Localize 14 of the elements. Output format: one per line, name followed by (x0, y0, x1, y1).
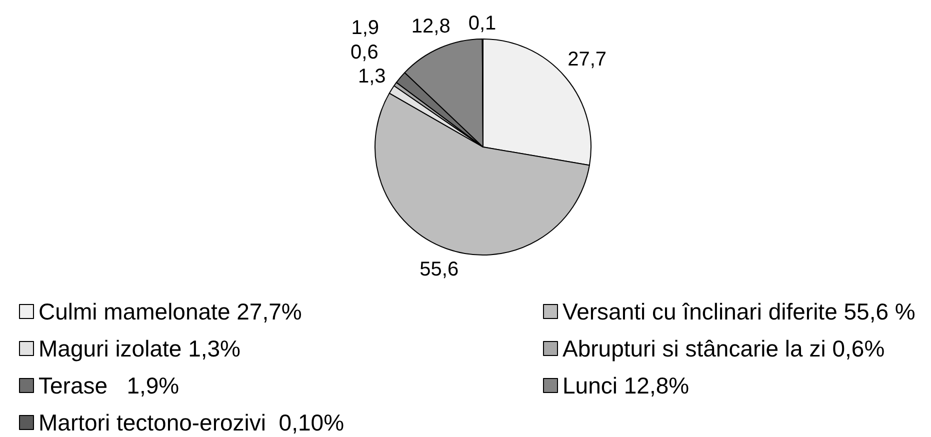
data-label: 1,3 (358, 66, 386, 88)
data-label: 0,1 (468, 12, 496, 34)
legend-label: Lunci 12,8% (562, 372, 690, 398)
legend-label: Abrupturi si stâncarie la zi 0,6% (562, 336, 885, 362)
data-label: 1,9 (351, 17, 380, 40)
data-label: 12,8 (411, 16, 450, 38)
legend-label: Maguri izolate 1,3% (38, 336, 240, 362)
data-label: 27,7 (568, 48, 607, 71)
data-label: 0,6 (350, 42, 378, 64)
legend-label: Culmi mamelonate 27,7% (38, 298, 302, 324)
legend-label: Terase 1,9% (38, 372, 180, 398)
legend-label: Martori tectono-erozivi 0,10% (38, 410, 344, 436)
legend-label: Versanti cu înclinari diferite 55,6 % (562, 298, 916, 324)
data-label: 55,6 (420, 258, 459, 280)
